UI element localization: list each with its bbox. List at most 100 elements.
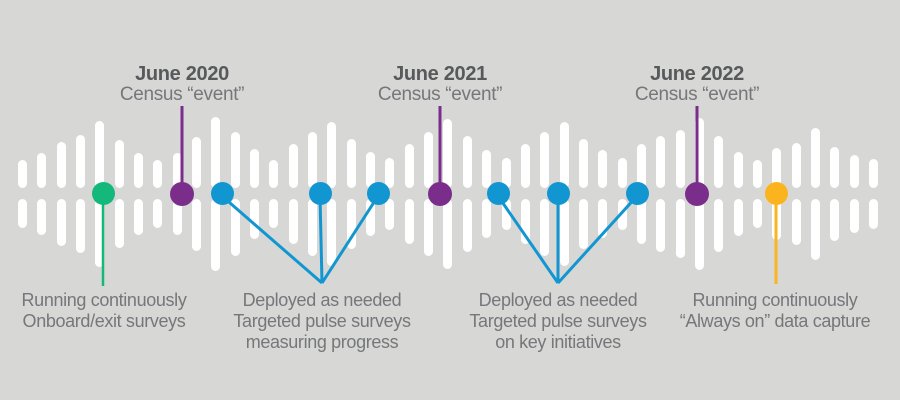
waveform-bar (250, 148, 260, 188)
annotation-line: Targeted pulse surveys (469, 311, 647, 331)
waveform-bar (636, 143, 646, 188)
waveform-bar (385, 199, 395, 230)
waveform-bar (404, 143, 414, 188)
annotation-line: Running continuously (692, 290, 858, 310)
waveform-bar (346, 138, 356, 188)
waveform-bar (153, 199, 163, 228)
waveform-bar (868, 199, 878, 229)
waveform-bar (192, 136, 202, 188)
waveform-bar (18, 199, 27, 228)
waveform-bar (172, 199, 182, 235)
waveform-bar (76, 199, 86, 253)
waveform-bar (482, 199, 492, 238)
waveform-bar (849, 199, 859, 233)
waveform-bar (694, 117, 704, 188)
waveform-bar (37, 199, 47, 235)
waveform-bar (462, 199, 472, 252)
waveform-bar (656, 199, 666, 252)
event-subtitle: Census “event” (634, 84, 760, 105)
annotation-line: Deployed as needed (242, 290, 402, 310)
waveform-bar (656, 135, 666, 188)
annotation-line: “Always on” data capture (679, 311, 871, 331)
annotation-pulse-initiatives: Deployed as needed Targeted pulse survey… (469, 290, 647, 353)
milestone-dot-pulse-6 (625, 182, 649, 205)
waveform-bar (18, 159, 27, 188)
waveform-bar (76, 134, 86, 188)
waveform-bar (95, 120, 105, 188)
waveform-bar (366, 151, 376, 188)
event-title: June 2020 (135, 63, 229, 85)
waveform-bar (211, 199, 221, 271)
annotation-line: Onboard/exit surveys (22, 311, 186, 331)
waveform-bar (675, 199, 685, 258)
waveform-bar (327, 121, 337, 188)
waveform-bar (520, 143, 530, 188)
waveform-bar (714, 135, 724, 188)
waveform-bar (752, 199, 762, 228)
annotation-always-on: Running continuously “Always on” data ca… (679, 290, 871, 332)
waveform-bar (694, 199, 704, 270)
milestone-dot-onboard-exit (91, 182, 115, 205)
annotation-onboard-exit: Running continuously Onboard/exit survey… (22, 290, 187, 332)
waveform-bar (269, 159, 279, 188)
waveform-bar (56, 199, 66, 246)
waveform-bar (308, 131, 318, 188)
waveform-bar (830, 199, 840, 241)
annotation-line: Deployed as needed (478, 290, 638, 310)
waveform-bar (288, 143, 298, 188)
event-subtitle: Census “event” (119, 84, 245, 105)
waveform-bar (598, 149, 608, 188)
milestone-dot-census-2020 (170, 181, 194, 206)
waveform-bar (501, 157, 511, 188)
waveform-bar (114, 139, 124, 188)
waveform-bar (443, 118, 453, 188)
waveform-bar (462, 135, 472, 188)
event-label-june-2020: June 2020 Census “event” (119, 63, 245, 105)
waveform-bar (733, 151, 743, 188)
milestone-dot-pulse-2 (308, 182, 332, 205)
waveform-bar (830, 146, 840, 188)
waveform-bar (424, 199, 434, 256)
event-label-june-2022: June 2022 Census “event” (634, 63, 760, 105)
event-subtitle: Census “event” (377, 84, 503, 105)
event-title: June 2022 (650, 63, 744, 85)
waveform-bar (230, 131, 240, 188)
waveform-bar (443, 199, 453, 269)
waveform-bar (791, 199, 801, 245)
waveform-bar (37, 152, 47, 188)
waveform-bar (772, 147, 782, 188)
waveform-bar (733, 199, 743, 236)
annotation-line: on key initiatives (495, 332, 621, 352)
milestone-dot-census-2021 (428, 181, 452, 206)
annotation-line: measuring progress (245, 332, 399, 352)
waveform-bar (134, 152, 144, 188)
waveform-bar (559, 121, 569, 188)
waveform-bar (192, 199, 202, 251)
waveform-bar (424, 131, 434, 188)
waveform-bar (675, 129, 685, 188)
waveform-bar (810, 199, 820, 260)
waveform-bar (578, 138, 588, 188)
waveform-bar (385, 157, 395, 188)
waveform-bar (752, 159, 762, 188)
waveform-bar (211, 116, 221, 188)
waveform-bar (868, 158, 878, 188)
milestone-dot-pulse-5 (546, 182, 570, 205)
event-label-june-2021: June 2021 Census “event” (377, 64, 503, 105)
waveform-bar (636, 199, 646, 244)
annotation-pulse-progress: Deployed as needed Targeted pulse survey… (233, 290, 411, 353)
milestone-dot-pulse-3 (366, 182, 390, 205)
waveform-bar (617, 157, 627, 188)
milestone-dot-always-on (764, 182, 788, 205)
milestone-dot-pulse-1 (210, 182, 234, 205)
waveform-bar (714, 199, 724, 252)
waveform-bar (810, 127, 820, 188)
waveform-bar (849, 154, 859, 188)
waveform-bar (540, 131, 550, 188)
waveform-bar (95, 199, 105, 267)
waveform-bar (114, 199, 124, 248)
waveform-bar (404, 199, 414, 244)
waveform-bar (56, 141, 66, 188)
